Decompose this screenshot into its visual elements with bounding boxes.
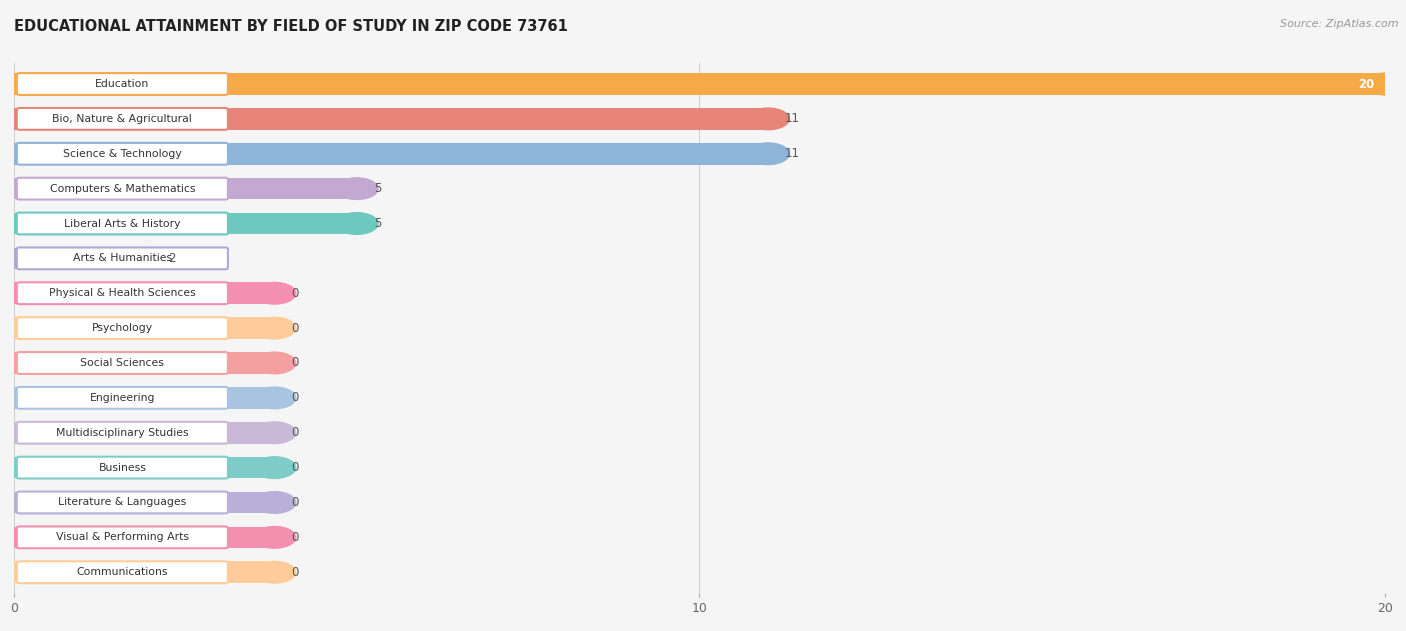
- FancyBboxPatch shape: [17, 282, 228, 304]
- Bar: [14, 143, 768, 165]
- Circle shape: [253, 457, 295, 478]
- FancyBboxPatch shape: [17, 247, 228, 269]
- Circle shape: [129, 247, 173, 269]
- Bar: [0, 485, 14, 520]
- Circle shape: [253, 317, 295, 339]
- Bar: [0, 520, 14, 555]
- Text: 0: 0: [291, 322, 299, 334]
- FancyBboxPatch shape: [17, 562, 228, 583]
- Circle shape: [253, 387, 295, 409]
- Text: EDUCATIONAL ATTAINMENT BY FIELD OF STUDY IN ZIP CODE 73761: EDUCATIONAL ATTAINMENT BY FIELD OF STUDY…: [14, 19, 568, 34]
- Circle shape: [253, 492, 295, 513]
- Text: 0: 0: [291, 391, 299, 404]
- Text: Liberal Arts & History: Liberal Arts & History: [65, 218, 180, 228]
- Text: 0: 0: [291, 566, 299, 579]
- Bar: [0, 310, 14, 346]
- Text: 5: 5: [374, 217, 381, 230]
- Text: Bio, Nature & Agricultural: Bio, Nature & Agricultural: [52, 114, 193, 124]
- Bar: [14, 352, 274, 374]
- Text: Communications: Communications: [76, 567, 169, 577]
- FancyBboxPatch shape: [17, 457, 228, 478]
- FancyBboxPatch shape: [17, 108, 228, 130]
- Text: Multidisciplinary Studies: Multidisciplinary Studies: [56, 428, 188, 438]
- Bar: [14, 213, 357, 234]
- Circle shape: [253, 283, 295, 304]
- Text: Visual & Performing Arts: Visual & Performing Arts: [56, 533, 188, 543]
- Bar: [14, 562, 274, 583]
- Text: 5: 5: [374, 182, 381, 195]
- Text: 20: 20: [1358, 78, 1375, 90]
- Bar: [0, 171, 14, 206]
- Text: 11: 11: [785, 147, 800, 160]
- Text: 0: 0: [291, 461, 299, 474]
- Text: Social Sciences: Social Sciences: [80, 358, 165, 368]
- Circle shape: [336, 213, 378, 234]
- Text: Physical & Health Sciences: Physical & Health Sciences: [49, 288, 195, 298]
- Bar: [14, 283, 274, 304]
- Text: Psychology: Psychology: [91, 323, 153, 333]
- Text: 0: 0: [291, 286, 299, 300]
- Bar: [14, 247, 152, 269]
- FancyBboxPatch shape: [17, 178, 228, 199]
- Bar: [0, 67, 14, 102]
- Bar: [0, 136, 14, 171]
- Text: 0: 0: [291, 426, 299, 439]
- Bar: [14, 422, 274, 444]
- FancyBboxPatch shape: [17, 143, 228, 165]
- Circle shape: [253, 562, 295, 583]
- Text: Computers & Mathematics: Computers & Mathematics: [49, 184, 195, 194]
- Text: Education: Education: [96, 79, 149, 89]
- Bar: [0, 555, 14, 589]
- Bar: [0, 276, 14, 310]
- Bar: [14, 317, 274, 339]
- Circle shape: [747, 108, 789, 130]
- Text: 0: 0: [291, 357, 299, 370]
- FancyBboxPatch shape: [17, 317, 228, 339]
- Bar: [0, 206, 14, 241]
- Text: Business: Business: [98, 463, 146, 473]
- Text: 2: 2: [169, 252, 176, 265]
- Text: 0: 0: [291, 496, 299, 509]
- Text: Science & Technology: Science & Technology: [63, 149, 181, 159]
- Bar: [0, 346, 14, 380]
- Bar: [14, 73, 1385, 95]
- Bar: [0, 415, 14, 450]
- FancyBboxPatch shape: [17, 387, 228, 409]
- Bar: [14, 457, 274, 478]
- Circle shape: [253, 352, 295, 374]
- Circle shape: [1364, 73, 1406, 95]
- Bar: [0, 241, 14, 276]
- FancyBboxPatch shape: [17, 422, 228, 444]
- FancyBboxPatch shape: [17, 526, 228, 548]
- Bar: [0, 102, 14, 136]
- Text: Arts & Humanities: Arts & Humanities: [73, 254, 172, 263]
- Text: Engineering: Engineering: [90, 393, 155, 403]
- Bar: [14, 178, 357, 199]
- FancyBboxPatch shape: [17, 492, 228, 514]
- Bar: [14, 492, 274, 513]
- Text: Source: ZipAtlas.com: Source: ZipAtlas.com: [1281, 19, 1399, 29]
- Bar: [14, 526, 274, 548]
- Bar: [0, 450, 14, 485]
- Circle shape: [747, 143, 789, 165]
- Circle shape: [253, 526, 295, 548]
- Bar: [14, 108, 768, 130]
- FancyBboxPatch shape: [17, 352, 228, 374]
- Text: Literature & Languages: Literature & Languages: [58, 497, 187, 507]
- Circle shape: [336, 178, 378, 199]
- FancyBboxPatch shape: [17, 213, 228, 234]
- FancyBboxPatch shape: [17, 73, 228, 95]
- Bar: [0, 380, 14, 415]
- Text: 11: 11: [785, 112, 800, 126]
- Text: 0: 0: [291, 531, 299, 544]
- Bar: [14, 387, 274, 409]
- Circle shape: [253, 422, 295, 444]
